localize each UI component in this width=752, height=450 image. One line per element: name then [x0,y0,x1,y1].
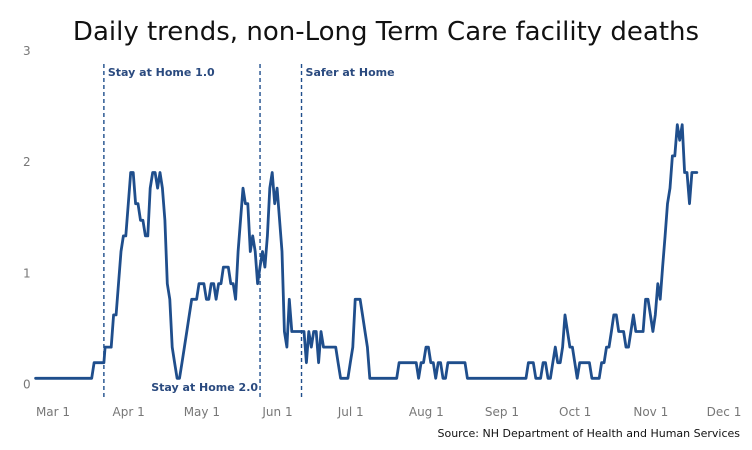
x-tick-label: Sep 1 [485,405,519,419]
y-tick-label: 3 [23,44,31,58]
x-tick-label: Jul 1 [337,405,364,419]
x-tick-label: Oct 1 [559,405,591,419]
series-line [34,123,699,380]
chart-source: Source: NH Department of Health and Huma… [438,427,741,440]
chart-title: Daily trends, non-Long Term Care facilit… [73,17,699,47]
series-group [34,123,699,380]
x-axis: Mar 1 Apr 1 May 1 Jun 1 Jul 1 Aug 1 Sep 1 Oct 1… [36,405,741,419]
x-tick-label: Apr 1 [113,405,145,419]
event-label: Safer at Home [306,66,395,79]
event-label: Stay at Home 2.0 [151,381,258,394]
y-tick-label: 0 [23,378,31,392]
y-axis: 0 1 2 3 [23,44,31,392]
x-tick-label: Jun 1 [261,405,292,419]
x-tick-label: Dec 1 [707,405,742,419]
event-markers: Stay at Home 1.0 Stay at Home 2.0 Safer at… [103,64,395,398]
x-tick-label: May 1 [184,405,220,419]
y-tick-label: 2 [23,155,31,169]
x-tick-label: Nov 1 [633,405,668,419]
x-tick-label: Aug 1 [409,405,444,419]
x-tick-label: Mar 1 [36,405,70,419]
y-tick-label: 1 [23,266,31,280]
event-label: Stay at Home 1.0 [108,66,215,79]
